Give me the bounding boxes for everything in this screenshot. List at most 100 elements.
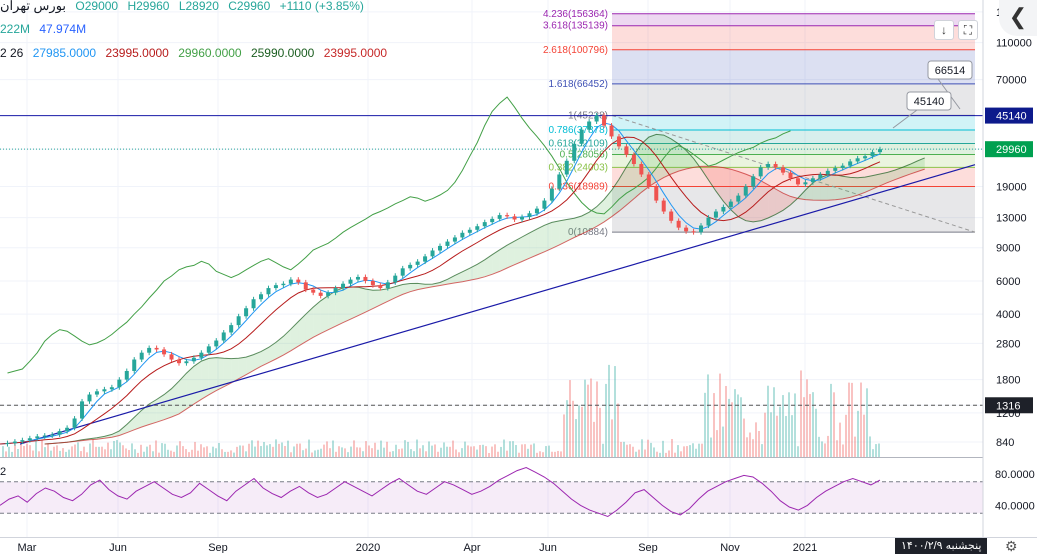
candle-body	[431, 251, 435, 257]
volume-bar	[422, 445, 424, 457]
fib-zone	[612, 14, 975, 26]
volume-bar	[47, 444, 49, 457]
volume-bar	[479, 445, 481, 457]
volume-bar	[776, 416, 778, 457]
candle-body	[334, 288, 338, 293]
volume-bar	[359, 448, 361, 457]
volume-bar	[800, 370, 802, 457]
expand-button[interactable]: ⛶	[958, 20, 978, 40]
volume-bar	[53, 447, 55, 457]
volume-bar	[158, 453, 160, 457]
candle-body	[117, 380, 121, 388]
volume-bar	[875, 444, 877, 457]
rsi-tick-label: 40.0000	[995, 500, 1035, 512]
symbol-name[interactable]: بورس تهران	[0, 0, 66, 13]
back-button[interactable]: ❮	[999, 0, 1037, 36]
volume-bar	[197, 451, 199, 457]
volume-bar	[245, 451, 247, 457]
volume-bar	[104, 449, 106, 457]
candle-body	[401, 268, 405, 275]
volume-bar	[50, 451, 52, 457]
price-axis[interactable]: 1600001100007000045140299601900013000900…	[983, 0, 1037, 553]
volume-bar	[740, 397, 742, 457]
candle-body	[237, 316, 241, 325]
volume-bar	[92, 440, 94, 457]
volume-bar	[734, 389, 736, 457]
volume-bar	[659, 453, 661, 457]
volume-bar	[485, 446, 487, 457]
candle-body	[460, 233, 464, 238]
candle-body	[453, 237, 457, 241]
volume-bar	[218, 443, 220, 457]
volume-bar	[329, 448, 331, 457]
volume-bar	[5, 451, 7, 457]
cloud-segment	[843, 176, 850, 199]
candle-body	[759, 167, 763, 176]
volume-bar	[758, 431, 760, 457]
volume-bar	[449, 447, 451, 457]
rsi-corner-label: 2	[0, 466, 6, 478]
time-tick-label: Mar	[18, 542, 37, 553]
volume-bar	[719, 374, 721, 457]
volume-bar	[575, 419, 577, 457]
volume-bar	[656, 452, 658, 457]
candle-body	[207, 346, 211, 352]
volume-bar	[842, 444, 844, 457]
volume-bar	[512, 441, 514, 457]
volume-bar	[812, 392, 814, 457]
volume-bar	[335, 452, 337, 457]
candle-body	[177, 360, 181, 364]
volume-bar	[809, 394, 811, 457]
volume-bar	[143, 452, 145, 457]
volume-bar	[530, 445, 532, 457]
volume-bar	[152, 451, 154, 457]
volume-bar	[674, 453, 676, 457]
volume-bar	[857, 411, 859, 457]
candle-body	[289, 280, 293, 284]
volume-bar	[395, 445, 397, 457]
candle-body	[20, 440, 24, 441]
volume-bar	[668, 450, 670, 457]
time-tick-label: 2020	[356, 542, 380, 553]
chikou-value: 29960.0000	[178, 46, 241, 60]
scroll-down-button[interactable]: ↓	[934, 20, 954, 40]
volume-bar	[44, 447, 46, 457]
candle-body	[266, 288, 270, 294]
volume-bar	[113, 441, 115, 457]
volume-bar	[8, 447, 10, 457]
candle-body	[102, 389, 106, 391]
settings-gear-icon[interactable]: ⚙	[1005, 538, 1018, 555]
cloud-segment	[820, 175, 827, 200]
high-value: H29960	[127, 0, 169, 13]
candle-body	[863, 156, 867, 158]
candle-body	[199, 353, 203, 358]
volume-bar	[248, 444, 250, 457]
volume-bar	[866, 388, 868, 457]
candle-body	[602, 115, 606, 125]
volume-bar	[170, 451, 172, 457]
volume-bar	[788, 392, 790, 457]
volume-bar	[713, 393, 715, 457]
candle-body	[445, 242, 449, 246]
cloud-segment	[336, 288, 343, 326]
volume-bar	[797, 446, 799, 457]
candle-body	[65, 428, 69, 431]
volume-bar	[140, 445, 142, 457]
volume-bar	[860, 383, 862, 457]
volume-bar	[332, 440, 334, 457]
symbol-legend: بورس تهران O29000 H29960 L28920 C29960 +…	[0, 0, 370, 14]
volume-bar	[524, 444, 526, 457]
candle-body	[304, 282, 308, 289]
volume-bar	[824, 443, 826, 457]
volume-bar	[764, 413, 766, 457]
volume-bar	[68, 450, 70, 457]
volume-bar	[650, 443, 652, 457]
volume-bar	[413, 451, 415, 457]
volume-bar	[854, 437, 856, 457]
volume-bar	[275, 439, 277, 457]
volume-bar	[305, 449, 307, 457]
volume-bar	[296, 444, 298, 457]
volume-bar	[2, 446, 4, 457]
volume-bar	[752, 439, 754, 457]
